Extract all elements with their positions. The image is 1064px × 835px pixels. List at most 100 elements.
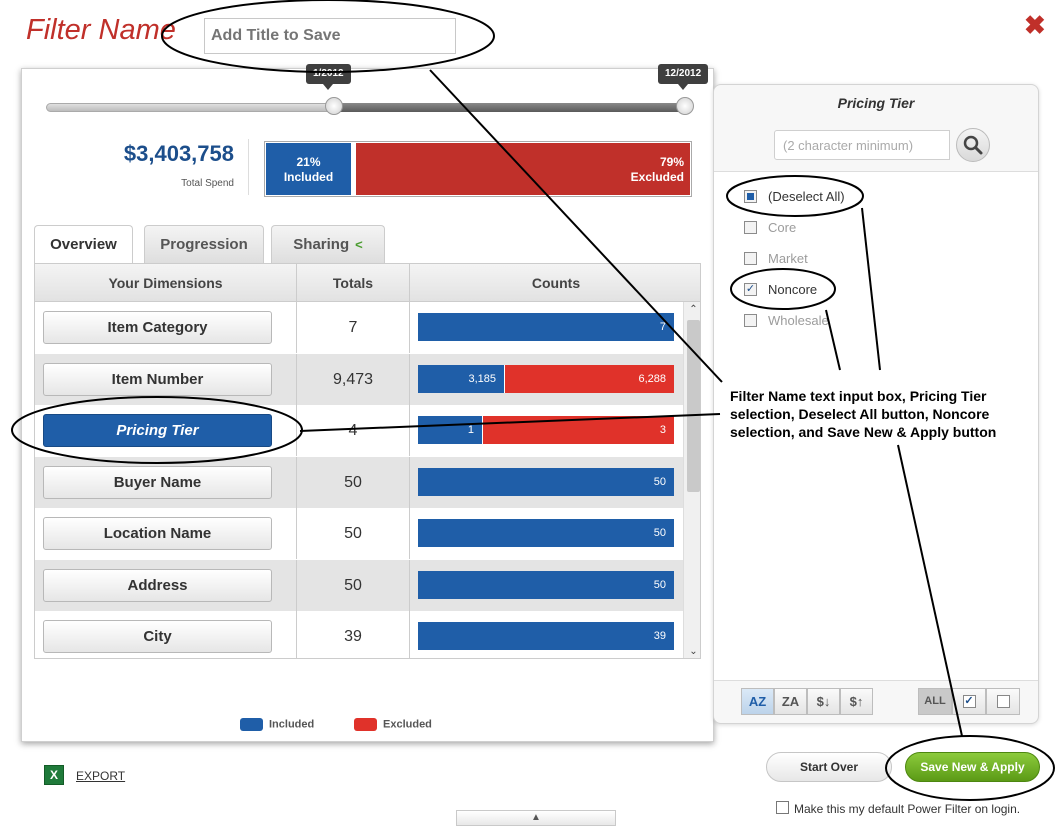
- legend-included-label: Included: [269, 718, 315, 731]
- close-icon[interactable]: ✖: [1024, 10, 1046, 40]
- dimension-cell: Buyer Name: [35, 456, 297, 508]
- dimensions-table: Your Dimensions Totals Counts Item Categ…: [34, 263, 701, 659]
- dimension-button[interactable]: Buyer Name: [43, 465, 272, 499]
- counts-cell: 50: [410, 508, 683, 559]
- scroll-up-icon[interactable]: ⌃: [689, 304, 698, 315]
- sort-az-label: AZ: [748, 694, 767, 709]
- overview-panel: 1/2012 12/2012 $3,403,758 Total Spend 21…: [21, 64, 714, 742]
- option-checkbox[interactable]: [744, 221, 757, 234]
- total-cell: 39: [297, 611, 410, 658]
- included-count-bar: 1: [418, 416, 482, 444]
- option-label: Core: [768, 220, 797, 235]
- option-label: Wholesale: [768, 313, 829, 328]
- start-over-button[interactable]: Start Over: [766, 752, 892, 782]
- table-row: Pricing Tier 4 1 3: [35, 405, 683, 456]
- filter-title-input[interactable]: [204, 18, 456, 54]
- tab-sharing[interactable]: Sharing <: [271, 225, 385, 263]
- option-label: (Deselect All): [768, 189, 845, 204]
- option-checkbox[interactable]: [744, 314, 757, 327]
- included-count-bar: 50: [418, 467, 674, 496]
- scroll-thumb[interactable]: [687, 320, 700, 492]
- default-filter-label: Make this my default Power Filter on log…: [794, 802, 1021, 816]
- table-row: Location Name 50 50: [35, 508, 683, 559]
- legend-excluded-swatch: [354, 718, 377, 731]
- slider-end-tooltip: 12/2012: [658, 64, 709, 90]
- dimension-cell: Location Name: [35, 508, 297, 559]
- annotation-caption: Filter Name text input box, Pricing Tier…: [730, 388, 997, 440]
- pricing-tier-search-input[interactable]: [774, 130, 950, 160]
- dimension-button[interactable]: Location Name: [43, 517, 272, 550]
- option-checkbox[interactable]: [744, 252, 757, 265]
- select-all-button[interactable]: ALL: [918, 688, 952, 715]
- header-counts: Counts: [531, 275, 581, 291]
- excluded-pct: 79%: [659, 155, 684, 169]
- table-header: Your Dimensions Totals Counts: [35, 264, 700, 302]
- option-checkbox[interactable]: ✓: [744, 283, 757, 296]
- total-spend-value: $3,403,758: [123, 141, 234, 166]
- slider-start-tooltip: 1/2012: [306, 64, 351, 90]
- dimension-cell: Item Category: [35, 302, 297, 353]
- dimension-button[interactable]: City: [43, 620, 272, 653]
- total-cell: 50: [297, 456, 410, 508]
- option-checkbox[interactable]: [744, 190, 757, 203]
- option-label: Noncore: [768, 282, 818, 297]
- divider: [248, 139, 249, 195]
- sort-spend-desc-button[interactable]: $↓: [807, 688, 840, 715]
- empty-box-icon: [996, 694, 1010, 708]
- excel-icon[interactable]: X: [44, 765, 64, 785]
- slider-start-handle[interactable]: [325, 97, 343, 115]
- check-all-button[interactable]: ✓: [952, 688, 986, 715]
- filter-name-label: Filter Name: [26, 14, 176, 46]
- sort-za-button[interactable]: ZA: [774, 688, 807, 715]
- excluded-count-bar: 6,288: [504, 364, 674, 393]
- excluded-count-bar: 3: [482, 416, 674, 444]
- included-count-bar: 3,185: [418, 364, 504, 393]
- included-count-bar: 7: [418, 313, 674, 341]
- option-label: Market: [768, 251, 808, 266]
- sort-az-button[interactable]: AZ: [741, 688, 774, 715]
- legend-excluded: Excluded: [354, 718, 432, 732]
- uncheck-all-button[interactable]: [986, 688, 1020, 715]
- dimension-button[interactable]: Address: [43, 568, 272, 602]
- table-row: Item Number 9,473 3,185 6,288: [35, 353, 683, 405]
- excluded-segment: 79% Excluded: [356, 143, 690, 195]
- dimension-cell: Pricing Tier: [35, 405, 297, 456]
- magnifier-icon: [963, 135, 983, 155]
- excluded-label: Excluded: [630, 170, 684, 184]
- collapse-up-icon[interactable]: ▲: [456, 810, 616, 826]
- total-cell: 4: [297, 405, 410, 456]
- date-range-selected: [334, 103, 688, 112]
- scroll-down-icon[interactable]: ⌄: [689, 646, 698, 657]
- legend-excluded-label: Excluded: [383, 718, 432, 731]
- total-cell: 50: [297, 508, 410, 559]
- search-button[interactable]: [956, 128, 990, 162]
- default-filter-checkbox[interactable]: [776, 801, 789, 814]
- counts-cell: 3,185 6,288: [410, 354, 683, 405]
- header-your-dimensions: Your Dimensions: [35, 264, 297, 302]
- sort-spend-asc-button[interactable]: $↑: [840, 688, 873, 715]
- tab-overview[interactable]: Overview: [34, 225, 133, 265]
- dimension-button[interactable]: Item Category: [43, 311, 272, 344]
- list-toolbar: AZ ZA $↓ $↑ ALL ✓: [714, 682, 1038, 722]
- total-cell: 7: [297, 302, 410, 353]
- dimension-button[interactable]: Item Number: [43, 362, 272, 396]
- included-count-bar: 50: [418, 570, 674, 599]
- counts-cell: 7: [410, 302, 683, 353]
- dimension-button[interactable]: Pricing Tier: [43, 414, 272, 447]
- export-link[interactable]: EXPORT: [76, 769, 126, 783]
- included-count-bar: 50: [418, 519, 674, 547]
- included-excluded-bar: 21% Included 79% Excluded: [264, 141, 692, 197]
- tab-progression[interactable]: Progression: [144, 225, 264, 263]
- table-scrollbar[interactable]: ⌃ ⌄: [683, 302, 700, 658]
- dimension-cell: Address: [35, 559, 297, 611]
- counts-cell: 50: [410, 560, 683, 611]
- save-new-apply-button[interactable]: Save New & Apply: [905, 752, 1040, 782]
- table-row: City 39 39: [35, 611, 683, 658]
- legend-included-swatch: [240, 718, 263, 731]
- pricing-tier-options: (Deselect All) Core Market ✓ Noncore Wholesal…: [714, 171, 1038, 681]
- sort-spend-desc-label: $↓: [816, 694, 831, 709]
- included-segment: 21% Included: [266, 143, 351, 195]
- counts-cell: 39: [410, 611, 683, 658]
- total-cell: 9,473: [297, 353, 410, 405]
- slider-end-handle[interactable]: [676, 97, 694, 115]
